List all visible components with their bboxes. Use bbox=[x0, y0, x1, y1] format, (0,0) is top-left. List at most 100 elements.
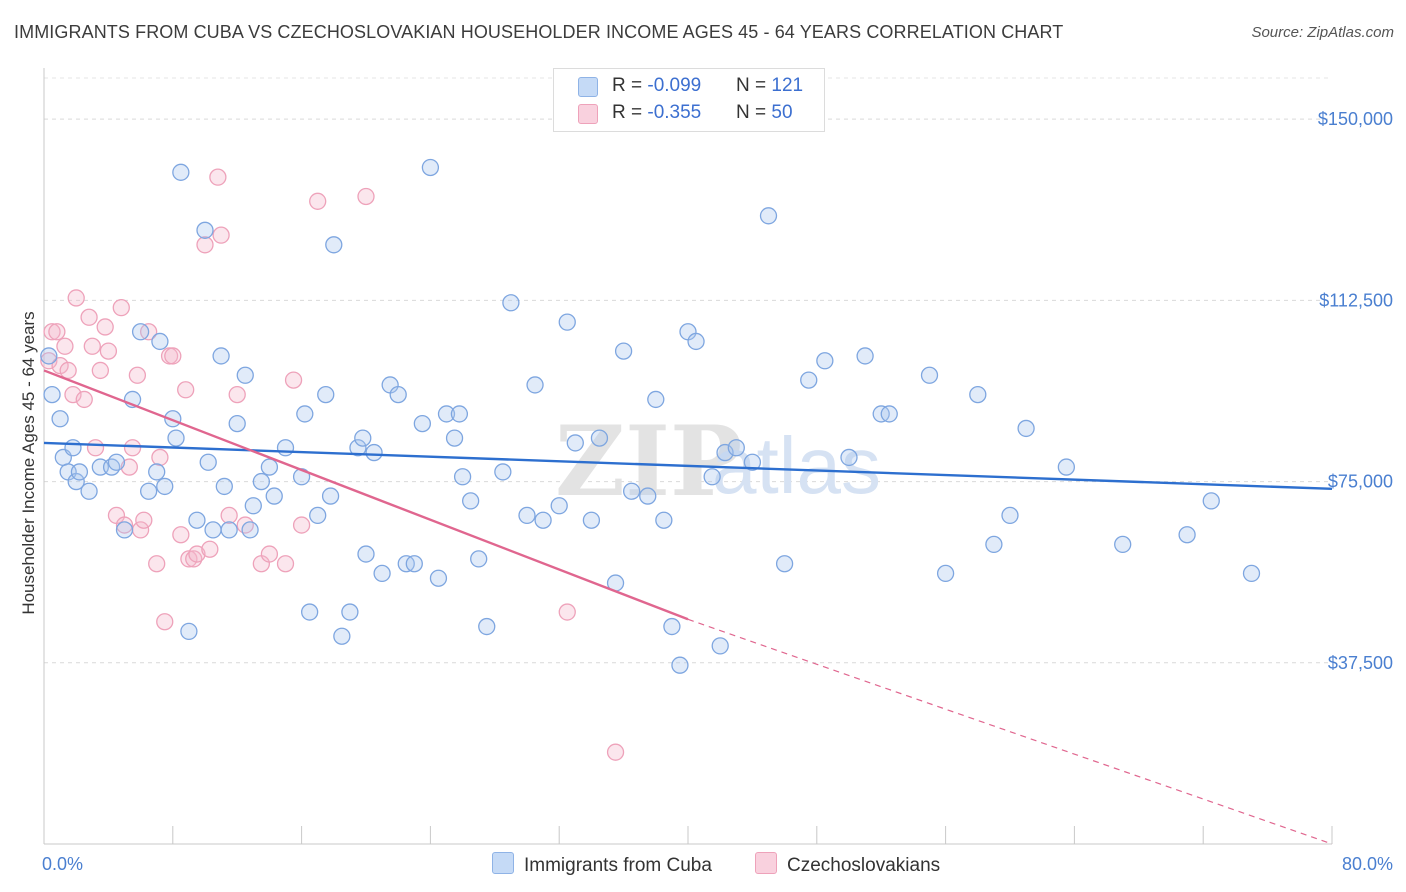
cuba-point bbox=[437, 405, 456, 423]
cuba-point bbox=[365, 443, 383, 462]
cuba-point bbox=[276, 439, 295, 457]
cuba-point bbox=[743, 453, 762, 471]
y-tick-label: $37,500 bbox=[1328, 653, 1393, 673]
cuba-point bbox=[623, 482, 641, 500]
cuba-point bbox=[590, 429, 609, 447]
gridlines bbox=[44, 77, 1332, 664]
cuba-point bbox=[687, 332, 705, 351]
czech-points bbox=[40, 168, 625, 761]
czech-point bbox=[292, 516, 311, 534]
legend-n-label: N = bbox=[736, 102, 772, 123]
chart-source: Source: ZipAtlas.com bbox=[1251, 24, 1394, 41]
cuba-point bbox=[450, 405, 469, 423]
y-tick-label: $150,000 bbox=[1318, 109, 1393, 129]
cuba-point bbox=[647, 390, 665, 409]
czech-point bbox=[164, 347, 182, 365]
cuba-point bbox=[494, 463, 512, 481]
legend-r-label: R = bbox=[612, 75, 648, 96]
czech-point bbox=[96, 318, 114, 336]
cuba-point bbox=[1057, 458, 1075, 476]
x-tick-label: 0.0% bbox=[42, 854, 83, 874]
cuba-point bbox=[215, 477, 233, 496]
cuba-point bbox=[566, 434, 584, 452]
cuba-point bbox=[321, 487, 340, 505]
cuba-point bbox=[502, 294, 520, 312]
cuba-point bbox=[148, 463, 166, 481]
cuba-point bbox=[349, 439, 367, 457]
czech-point bbox=[177, 381, 195, 399]
czech-point bbox=[64, 385, 82, 404]
y-tick-label: $75,000 bbox=[1328, 472, 1393, 492]
cuba-point bbox=[212, 347, 230, 365]
czech-point bbox=[558, 603, 576, 621]
legend-swatch-czech bbox=[578, 104, 598, 124]
cuba-point bbox=[655, 511, 673, 529]
czech-point bbox=[276, 555, 295, 573]
cuba-point bbox=[151, 332, 169, 351]
y-axis-label: Householder Income Ages 45 - 64 years bbox=[19, 311, 38, 614]
czech-point bbox=[172, 526, 190, 544]
legend-swatch-cuba bbox=[578, 77, 598, 97]
cuba-point bbox=[296, 405, 314, 423]
cuba-point bbox=[40, 347, 58, 365]
tick-labels: $37,500 $75,000 $112,500 $150,000 0.0% 80.0% bbox=[42, 109, 1393, 874]
cuba-point bbox=[107, 453, 126, 471]
czech-point bbox=[260, 545, 279, 563]
czech-point bbox=[43, 323, 61, 341]
cuba-point bbox=[172, 163, 190, 181]
czech-point bbox=[156, 613, 174, 631]
czech-point bbox=[236, 516, 254, 534]
cuba-point bbox=[309, 506, 327, 525]
cuba-point bbox=[220, 521, 238, 539]
czech-trend-line bbox=[43, 369, 689, 621]
czech-point bbox=[99, 342, 118, 360]
czech-point bbox=[309, 192, 327, 210]
cuba-point bbox=[139, 482, 158, 500]
cuba-point bbox=[354, 429, 372, 447]
cuba-point bbox=[711, 637, 729, 655]
cuba-point bbox=[550, 497, 568, 515]
cuba-point bbox=[1114, 535, 1132, 554]
cuba-point bbox=[727, 439, 745, 457]
czech-point bbox=[86, 439, 105, 457]
cuba-point bbox=[534, 511, 552, 529]
czech-point bbox=[120, 458, 138, 476]
cuba-point bbox=[413, 414, 432, 433]
czech-point bbox=[151, 448, 169, 467]
chart-title: IMMIGRANTS FROM CUBA VS CZECHOSLOVAKIAN … bbox=[14, 22, 1064, 42]
cuba-point bbox=[51, 410, 69, 428]
czech-point bbox=[115, 516, 134, 534]
czech-point bbox=[112, 298, 130, 317]
czech-point bbox=[40, 352, 58, 370]
cuba-point bbox=[102, 458, 121, 476]
cuba-point bbox=[840, 448, 858, 467]
cuba-point bbox=[64, 439, 82, 457]
czech-point bbox=[196, 236, 214, 254]
czech-point bbox=[59, 361, 77, 380]
bottom-legend-czech: Czechoslovakians bbox=[755, 852, 940, 877]
czech-point bbox=[51, 356, 69, 375]
czech-point bbox=[228, 385, 246, 404]
legend-r-label: R = bbox=[612, 102, 648, 123]
cuba-point bbox=[357, 545, 375, 563]
cuba-point bbox=[228, 414, 246, 433]
cuba-point bbox=[1242, 564, 1261, 583]
legend-n-value: 50 bbox=[771, 102, 793, 123]
cuba-point bbox=[453, 468, 472, 486]
cuba-point bbox=[582, 511, 601, 529]
czech-point bbox=[135, 511, 153, 529]
cuba-point bbox=[236, 366, 254, 384]
bottom-legend-label-czech: Czechoslovakians bbox=[787, 855, 941, 876]
cuba-point bbox=[80, 482, 98, 500]
cuba-point bbox=[180, 622, 198, 641]
cuba-point bbox=[526, 376, 544, 394]
x-tick-label: 80.0% bbox=[1342, 854, 1393, 874]
cuba-point bbox=[70, 463, 89, 481]
cuba-point bbox=[167, 429, 185, 447]
cuba-point bbox=[880, 405, 898, 423]
czech-point bbox=[80, 308, 98, 326]
cuba-point bbox=[244, 497, 262, 515]
bottom-legend-cuba: Immigrants from Cuba bbox=[492, 852, 712, 877]
cuba-point bbox=[470, 550, 488, 568]
